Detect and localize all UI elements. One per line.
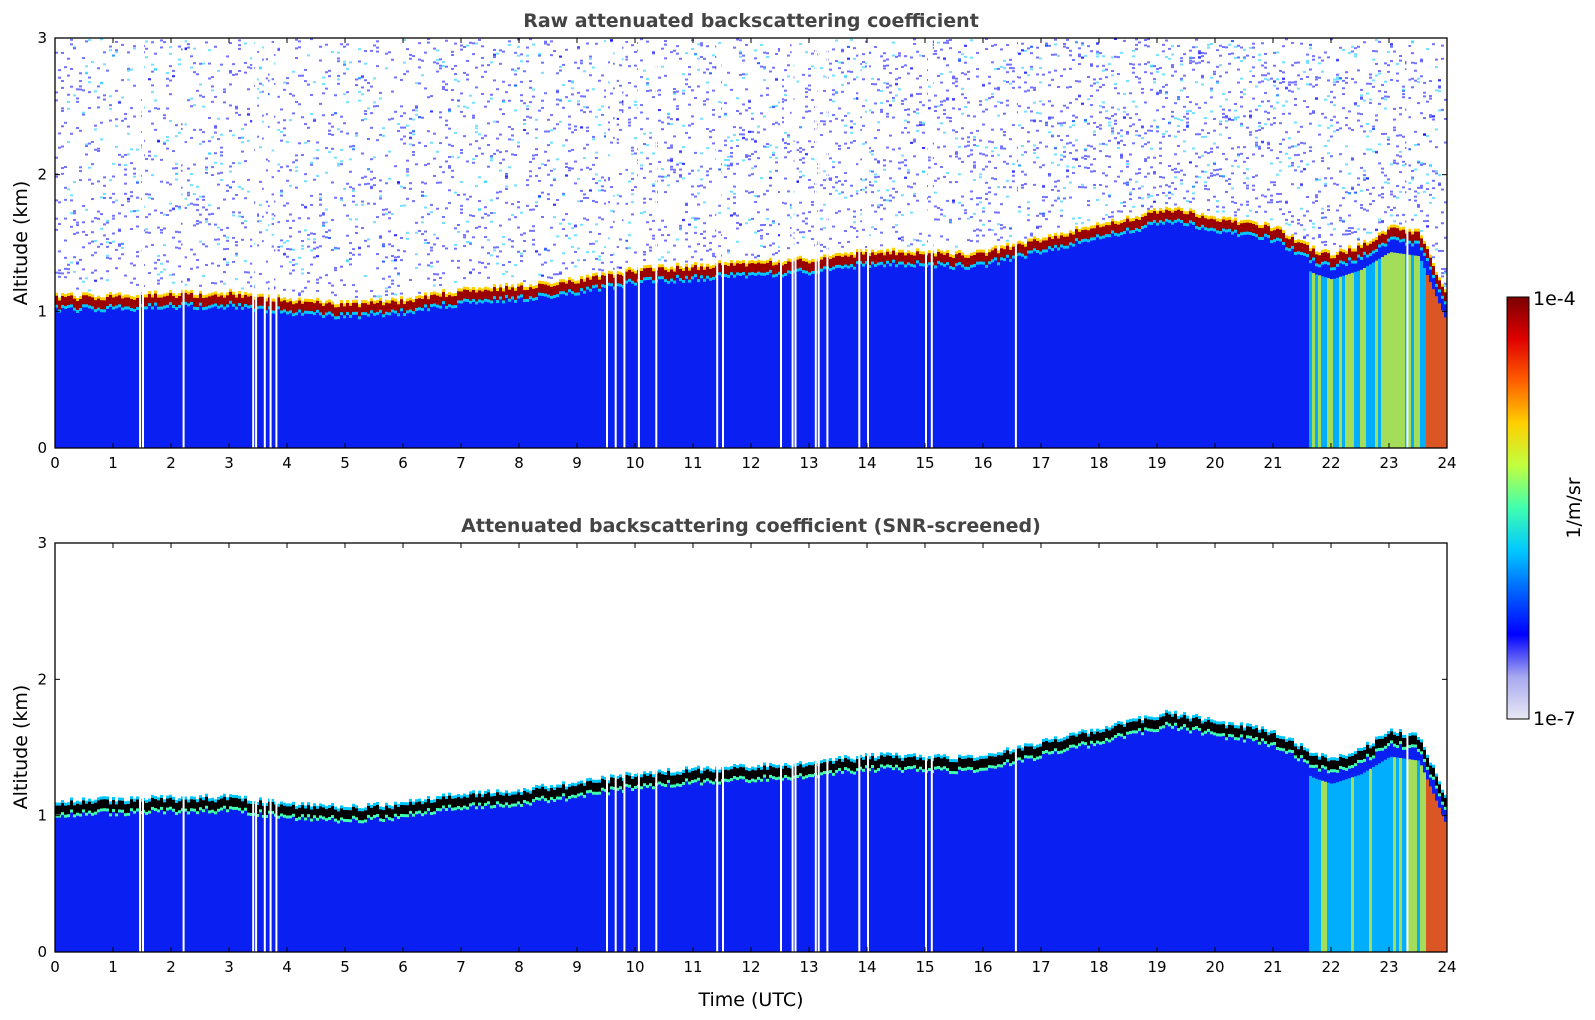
colorbar-unit-label: 1/m/sr — [1563, 477, 1585, 538]
y-tick-label: 3 — [37, 534, 47, 552]
x-tick-label: 21 — [1263, 454, 1282, 472]
y-tick-label: 1 — [37, 807, 47, 825]
x-tick-label: 23 — [1379, 454, 1398, 472]
x-tick-label: 2 — [166, 454, 176, 472]
y-tick-label: 1 — [37, 302, 47, 320]
x-tick-label: 10 — [625, 958, 644, 976]
screened-heatmap — [55, 543, 1447, 952]
y-tick-label: 3 — [37, 29, 47, 47]
x-tick-label: 7 — [456, 958, 466, 976]
x-tick-label: 14 — [857, 958, 876, 976]
x-tick-label: 1 — [108, 454, 118, 472]
x-tick-label: 9 — [572, 454, 582, 472]
x-tick-label: 13 — [799, 454, 818, 472]
x-tick-label: 10 — [625, 454, 644, 472]
x-tick-label: 0 — [50, 958, 60, 976]
x-tick-label: 22 — [1321, 454, 1340, 472]
x-tick-label: 1 — [108, 958, 118, 976]
x-tick-label: 0 — [50, 454, 60, 472]
x-tick-label: 11 — [683, 454, 702, 472]
x-tick-label: 24 — [1437, 454, 1456, 472]
screened-x-axis: 0 1 2 3 4 5 6 7 8 9 10 11 12 13 14 15 16 17 18 19 20 21 22 23 24 — [50, 543, 1457, 976]
x-tick-label: 15 — [915, 958, 934, 976]
x-tick-label: 23 — [1379, 958, 1398, 976]
time-axis-label: Time (UTC) — [697, 989, 803, 1011]
screened-backscatter-panel: Attenuated backscattering coefficient (S… — [10, 515, 1457, 1011]
y-tick-label: 0 — [37, 439, 47, 457]
y-tick-label: 0 — [37, 943, 47, 961]
x-tick-label: 20 — [1205, 958, 1224, 976]
x-tick-label: 11 — [683, 958, 702, 976]
x-tick-label: 18 — [1089, 454, 1108, 472]
x-tick-label: 16 — [973, 454, 992, 472]
x-tick-label: 22 — [1321, 958, 1340, 976]
x-tick-label: 19 — [1147, 454, 1166, 472]
x-tick-label: 12 — [741, 958, 760, 976]
x-tick-label: 12 — [741, 454, 760, 472]
x-tick-label: 3 — [224, 958, 234, 976]
x-tick-label: 19 — [1147, 958, 1166, 976]
x-tick-label: 8 — [514, 454, 524, 472]
raw-backscatter-panel: Raw attenuated backscattering coefficien… — [10, 10, 1457, 472]
raw-heatmap — [55, 38, 1447, 448]
x-tick-label: 9 — [572, 958, 582, 976]
x-tick-label: 5 — [340, 454, 350, 472]
x-tick-label: 17 — [1031, 454, 1050, 472]
raw-panel-title: Raw attenuated backscattering coefficien… — [523, 10, 979, 32]
raw-x-axis: 0 1 2 3 4 5 6 7 8 9 10 11 12 13 14 15 16 17 18 19 20 21 22 23 24 — [50, 38, 1457, 472]
screened-y-axis-label: Altitude (km) — [10, 685, 32, 810]
x-tick-label: 7 — [456, 454, 466, 472]
x-tick-label: 6 — [398, 958, 408, 976]
x-tick-label: 4 — [282, 454, 292, 472]
x-tick-label: 6 — [398, 454, 408, 472]
x-tick-label: 21 — [1263, 958, 1282, 976]
raw-y-axis-label: Altitude (km) — [10, 181, 32, 306]
colorbar: 1e-4 1e-7 1/m/sr — [1506, 288, 1585, 730]
x-tick-label: 2 — [166, 958, 176, 976]
colorbar-max-label: 1e-4 — [1533, 288, 1576, 310]
x-tick-label: 4 — [282, 958, 292, 976]
x-tick-label: 15 — [915, 454, 934, 472]
x-tick-label: 8 — [514, 958, 524, 976]
x-tick-label: 3 — [224, 454, 234, 472]
x-tick-label: 13 — [799, 958, 818, 976]
colorbar-gradient — [1506, 296, 1530, 720]
colorbar-min-label: 1e-7 — [1533, 708, 1576, 730]
y-tick-label: 2 — [37, 166, 47, 184]
x-tick-label: 20 — [1205, 454, 1224, 472]
screened-y-axis: 0 1 2 3 — [37, 534, 1447, 961]
x-tick-label: 17 — [1031, 958, 1050, 976]
y-tick-label: 2 — [37, 670, 47, 688]
x-tick-label: 16 — [973, 958, 992, 976]
raw-y-axis: 0 1 2 3 — [37, 29, 1447, 457]
x-tick-label: 14 — [857, 454, 876, 472]
screened-panel-title: Attenuated backscattering coefficient (S… — [461, 515, 1041, 537]
x-tick-label: 5 — [340, 958, 350, 976]
x-tick-label: 24 — [1437, 958, 1456, 976]
x-tick-label: 18 — [1089, 958, 1108, 976]
